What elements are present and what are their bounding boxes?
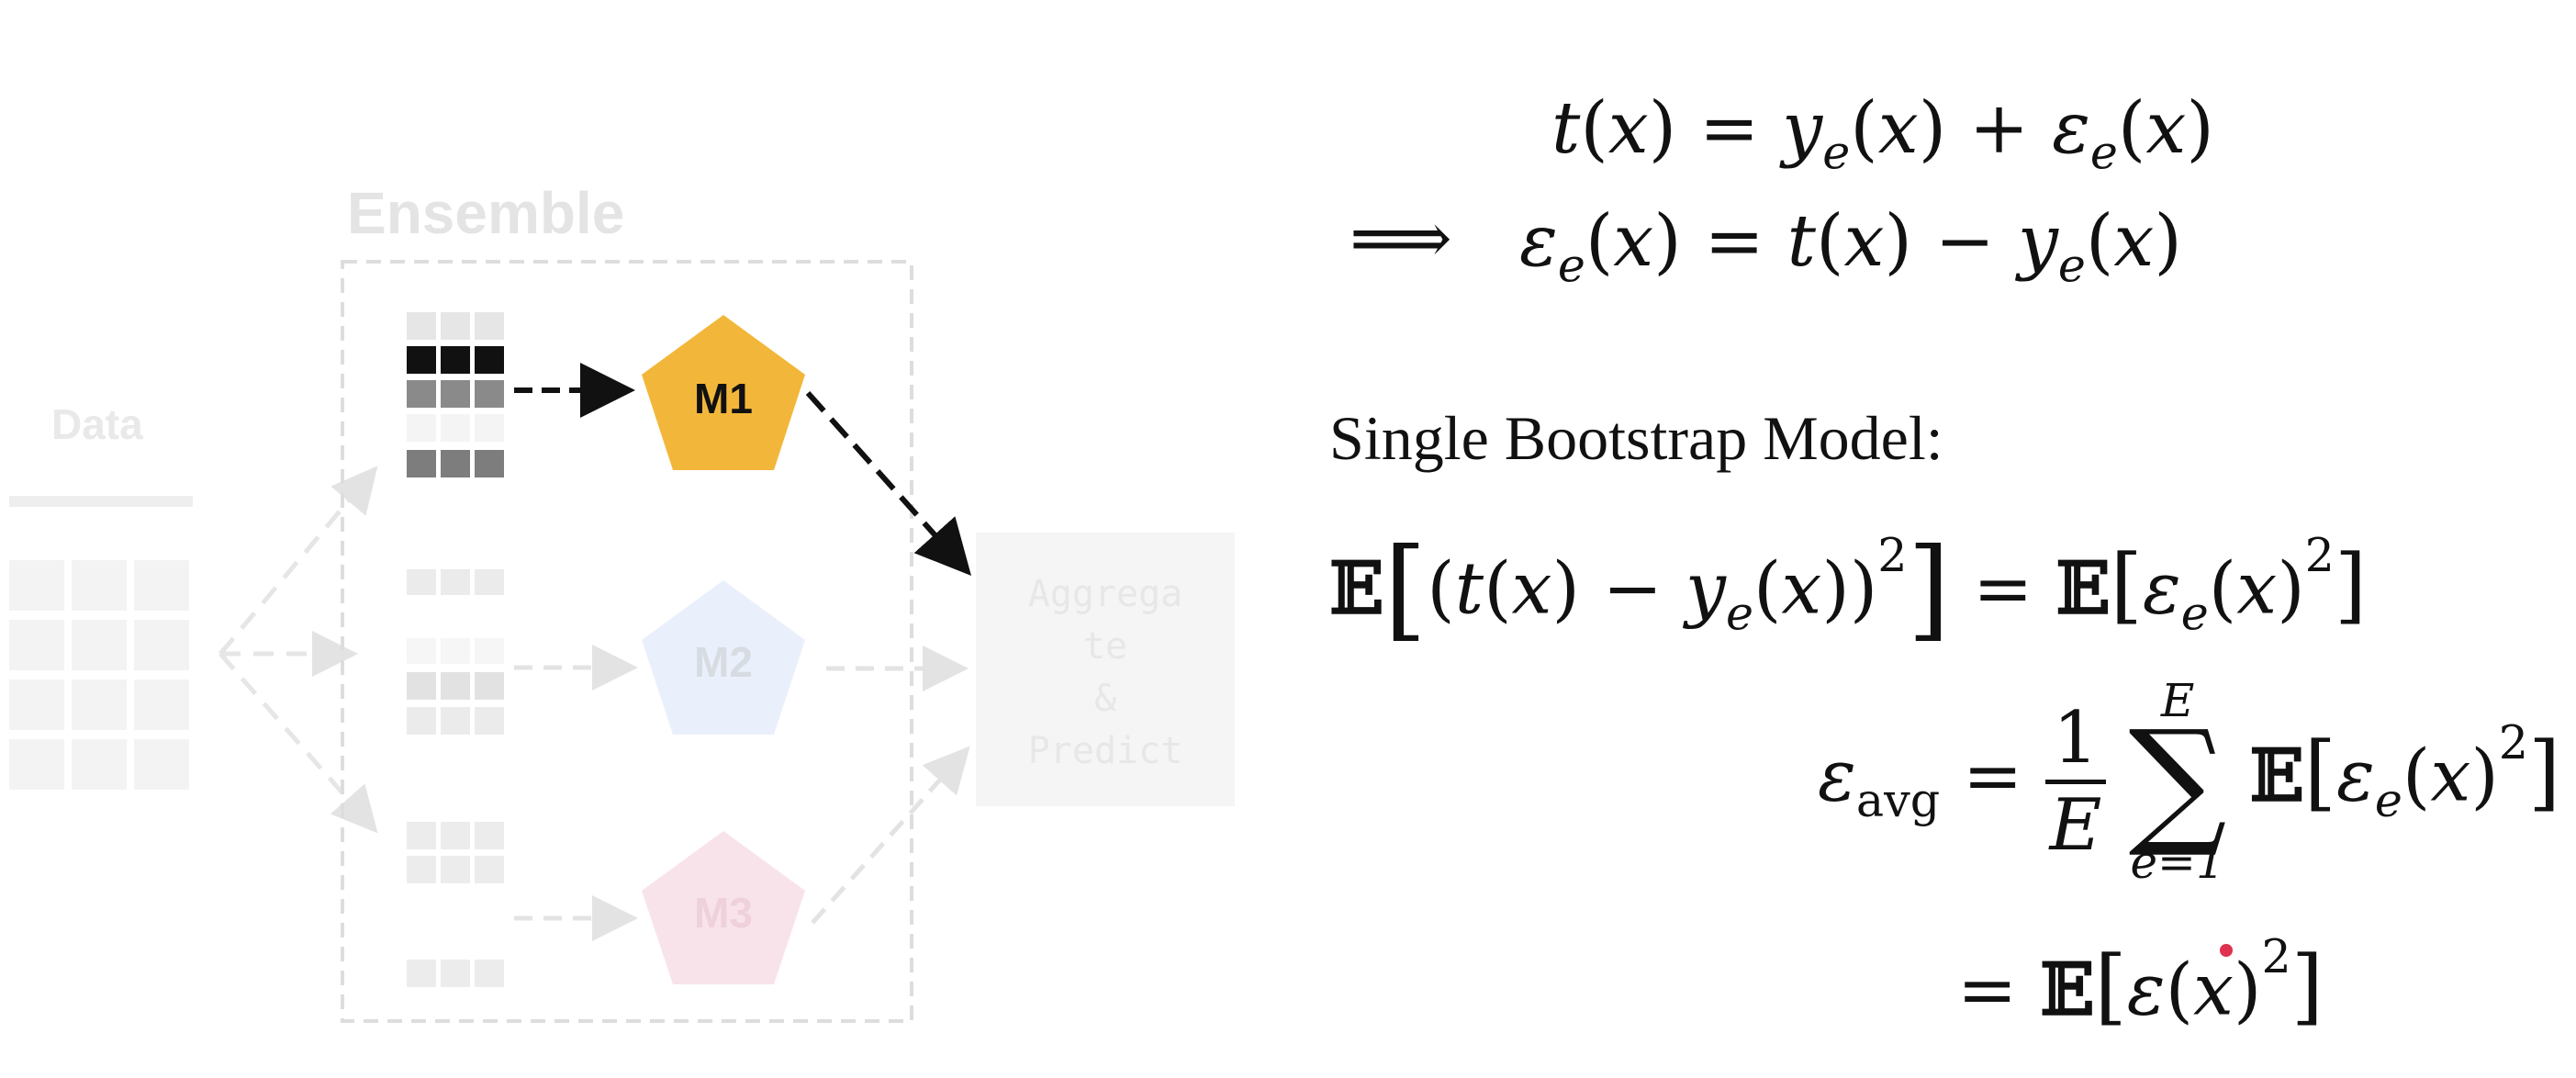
summation: E ∑ e=1 [2128, 674, 2227, 889]
data-table [9, 496, 193, 790]
svg-text:&: & [1094, 678, 1116, 720]
equation-target-decomposition: t(x) = ye(x) + εe(x) [1551, 87, 2214, 180]
arrow-m1-aggregate [805, 390, 972, 576]
svg-text:te: te [1083, 625, 1127, 668]
bootstrap-sample-1 [407, 312, 504, 477]
equation-error-definition: εe(x) = t(x) − ye(x) [1519, 200, 2182, 293]
equation-final-expectation: = 𝔼[ε(x)2] [1957, 929, 2324, 1035]
svg-text:M2: M2 [694, 638, 753, 686]
model-m3: M3 [642, 831, 805, 984]
single-bootstrap-caption: Single Bootstrap Model: [1329, 403, 1943, 473]
implies-arrow: ⟹ [1350, 197, 1452, 280]
equation-expected-squared-error: 𝔼[(t(x) − ye(x))2] = 𝔼[εe(x)2] [1329, 525, 2367, 653]
aggregate-label: Aggrega te & Predict [1028, 573, 1183, 772]
ensemble-box [341, 260, 913, 1023]
pointer-dot [2220, 944, 2233, 957]
model-m2: M2 [642, 580, 805, 735]
model-m1: M1 [642, 315, 805, 470]
bootstrap-sample-3 [407, 822, 504, 987]
svg-text:M3: M3 [694, 889, 753, 937]
data-split-arrows [218, 466, 378, 834]
aggregate-box [976, 533, 1235, 806]
svg-text:Predict: Predict [1028, 730, 1183, 772]
ensemble-label: Ensemble [347, 180, 624, 246]
arrow-m3-aggregate [811, 746, 970, 925]
data-label: Data [51, 400, 143, 448]
bootstrap-sample-2 [407, 569, 504, 735]
svg-text:M1: M1 [694, 375, 753, 422]
svg-text:Aggrega: Aggrega [1028, 573, 1183, 615]
